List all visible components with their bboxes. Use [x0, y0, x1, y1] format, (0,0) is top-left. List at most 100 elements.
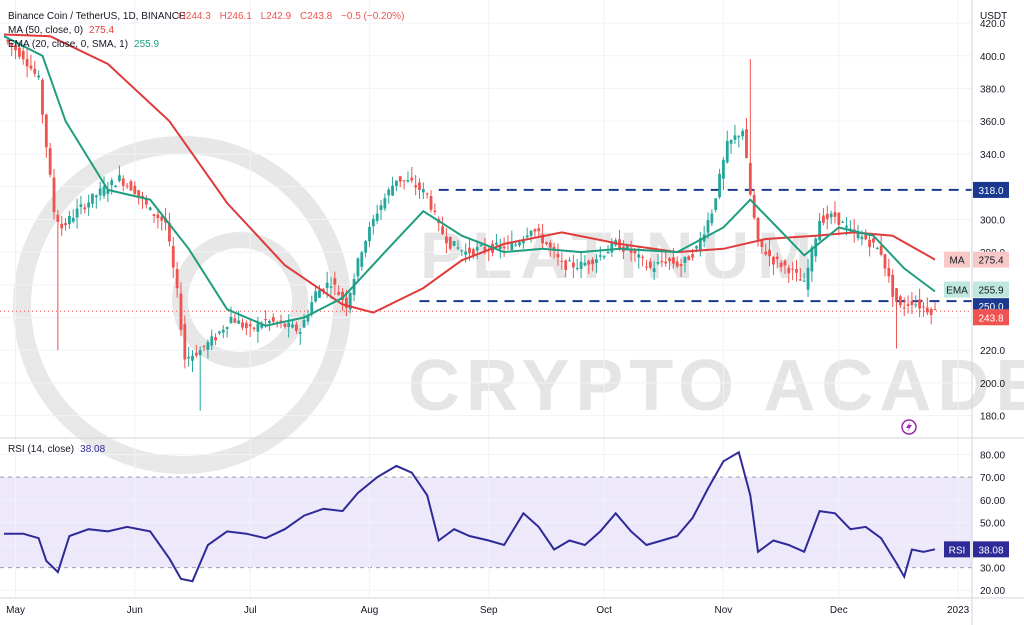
ema-tag-value: 255.9	[978, 285, 1003, 296]
price-tick-label: 300.0	[980, 215, 1005, 226]
candle-body	[25, 58, 29, 67]
candle-body	[668, 258, 671, 262]
candle-body	[795, 269, 798, 273]
candle-body	[329, 286, 333, 288]
time-tick-label: Jul	[244, 605, 257, 616]
candle-body	[187, 356, 191, 359]
ma-tag-label: MA	[950, 256, 965, 267]
candle-body	[760, 240, 764, 247]
candle-body	[595, 259, 598, 264]
candle-body	[421, 189, 425, 193]
rsi-tick-label: 60.00	[980, 496, 1005, 507]
candle-body	[371, 218, 375, 227]
candle-body	[468, 247, 471, 254]
candle-body	[283, 323, 287, 327]
grid	[0, 0, 972, 598]
lightning-icon[interactable]	[901, 419, 917, 435]
currency-label: USDT	[980, 11, 1007, 22]
candle-body	[895, 288, 898, 301]
candle-body	[922, 306, 925, 308]
candle-body	[133, 185, 137, 194]
ema20-line	[3, 35, 936, 327]
candle-body	[841, 221, 845, 223]
candle-body	[783, 260, 787, 266]
candle-body	[179, 293, 183, 330]
candle-body	[822, 215, 825, 223]
candle-body	[641, 256, 645, 258]
candle-body	[602, 256, 606, 258]
candle-body	[14, 45, 17, 51]
candle-body	[252, 327, 256, 329]
ma-tag-value: 275.4	[978, 256, 1003, 267]
candle-body	[183, 324, 187, 360]
candle-body	[383, 198, 387, 209]
ema-tag-value-box	[973, 281, 1009, 298]
candle-body	[556, 253, 560, 258]
time-tick-label: Nov	[715, 605, 733, 616]
candle-body	[818, 220, 821, 241]
candle-body	[264, 319, 268, 321]
candle-body	[521, 238, 525, 244]
candle-body	[860, 236, 864, 240]
candle-body	[718, 173, 721, 198]
candle-body	[171, 246, 175, 268]
candle-body	[722, 159, 725, 179]
candle-body	[772, 256, 775, 265]
candle-body	[575, 267, 579, 270]
candle-body	[271, 317, 275, 322]
candle-body	[664, 261, 668, 264]
price-tick-label: 220.0	[980, 346, 1005, 357]
price-tick-label: 380.0	[980, 85, 1005, 96]
candle-body	[44, 114, 48, 148]
candle-body	[256, 323, 260, 332]
candle-body	[791, 268, 795, 270]
candle-body	[579, 261, 583, 269]
candle-body	[868, 239, 871, 248]
candle-body	[71, 217, 75, 222]
candle-body	[17, 47, 21, 57]
ohlc-values: O244.3 H246.1 L242.9 C243.8 −0.5 (−0.20%…	[178, 11, 404, 22]
candle-body	[310, 302, 314, 315]
candle-body	[464, 251, 468, 255]
candle-body	[633, 249, 637, 254]
candle-body	[414, 185, 418, 188]
candle-body	[829, 213, 833, 218]
price-tick-label: 200.0	[980, 379, 1005, 390]
candle-body	[360, 252, 364, 267]
candle-body	[60, 223, 64, 229]
candle-body	[448, 236, 452, 249]
watermark: PLATINUM CRYPTO ACADEMY	[13, 136, 1024, 474]
candle-body	[610, 242, 614, 253]
candle-body	[410, 177, 414, 181]
price-tick-label: 340.0	[980, 150, 1005, 161]
candle-body	[698, 238, 702, 251]
candle-body	[210, 336, 214, 346]
ma-tag-label-box	[944, 251, 970, 268]
rsi-line	[4, 450, 936, 583]
candle-body	[918, 299, 922, 309]
watermark-sub: CRYPTO ACADEMY	[408, 346, 1024, 426]
rsi-tag-value: 38.08	[978, 545, 1003, 556]
candle-body	[402, 180, 406, 182]
candle-body	[879, 245, 883, 255]
candle-body	[202, 345, 206, 347]
candle-body	[510, 241, 514, 251]
candle-body	[337, 291, 341, 295]
candle-body	[591, 259, 595, 265]
candle-body	[445, 236, 448, 244]
candle-body	[114, 185, 117, 188]
candle-body	[806, 267, 810, 290]
candle-body	[518, 242, 521, 246]
candle-body	[56, 214, 60, 223]
candle-body	[218, 331, 221, 334]
candle-body	[479, 244, 483, 246]
candle-body	[368, 226, 371, 242]
candle-body	[341, 291, 344, 300]
candle-body	[452, 241, 456, 246]
time-tick-label: May	[6, 605, 25, 616]
candle-body	[268, 320, 271, 323]
candle-body	[529, 230, 533, 236]
candle-body	[6, 39, 10, 43]
price-tick-label: 180.0	[980, 412, 1005, 423]
